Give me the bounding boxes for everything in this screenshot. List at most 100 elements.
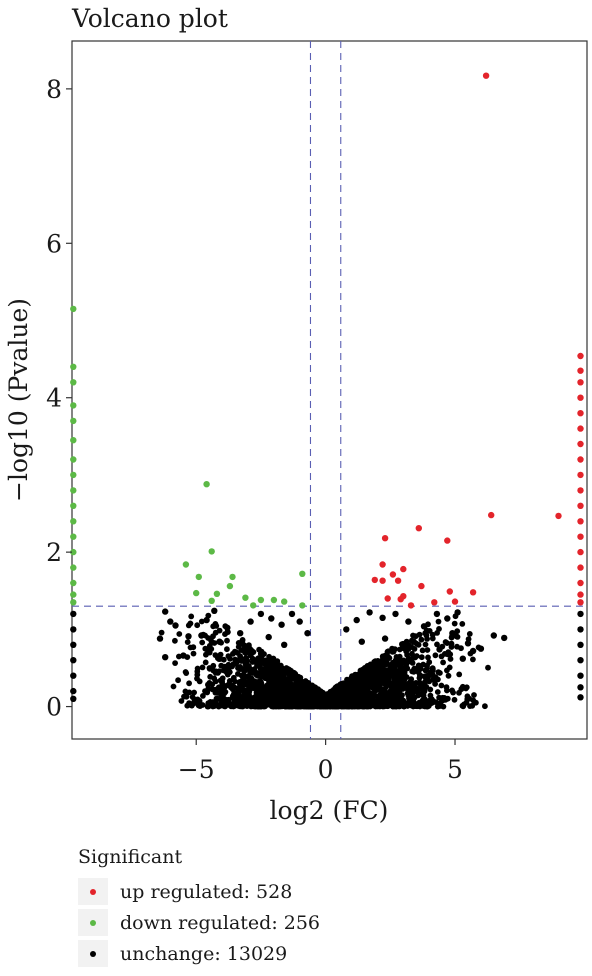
point-unchange-cloud: [377, 685, 383, 692]
point-unchange: [379, 614, 386, 621]
point-unchange-cloud: [371, 659, 378, 666]
point-unchange-cloud: [403, 674, 410, 680]
point-unchange: [180, 652, 187, 659]
point-unchange: [244, 643, 252, 650]
point-unchange-cloud: [235, 644, 242, 650]
point-unchange: [577, 610, 584, 618]
point-unchange-cloud: [405, 646, 412, 652]
y-tick-label: 0: [46, 693, 62, 722]
point-unchange-cloud: [294, 681, 301, 687]
point-unchange-cloud: [269, 656, 275, 663]
point-up: [577, 518, 584, 525]
point-unchange: [224, 624, 231, 631]
x-tick-label: 5: [447, 755, 463, 784]
point-up: [555, 512, 562, 520]
point-unchange: [436, 646, 443, 653]
point-unchange-cloud: [421, 688, 428, 695]
point-up: [400, 565, 407, 573]
point-up: [577, 579, 584, 587]
point-unchange-cloud: [469, 702, 476, 709]
point-unchange: [449, 630, 456, 637]
y-axis-label: −log10 (Pvalue): [4, 298, 33, 502]
point-up: [577, 487, 584, 494]
point-unchange-cloud: [348, 675, 355, 681]
point-unchange-cloud: [212, 629, 219, 636]
point-unchange-cloud: [280, 700, 286, 707]
point-unchange-cloud: [175, 677, 182, 684]
point-unchange-cloud: [319, 697, 325, 704]
point-unchange-cloud: [186, 689, 193, 696]
point-down: [70, 417, 77, 425]
point-down: [70, 533, 77, 540]
point-unchange-cloud: [384, 696, 390, 703]
point-unchange-cloud: [236, 691, 242, 698]
point-unchange-cloud: [430, 675, 437, 682]
point-unchange-cloud: [337, 697, 343, 704]
point-unchange-cloud: [396, 646, 403, 653]
point-unchange-cloud: [285, 680, 292, 686]
point-unchange-cloud: [267, 696, 274, 703]
point-unchange-cloud: [215, 684, 222, 691]
point-up: [577, 548, 584, 556]
point-unchange: [353, 616, 360, 624]
point-unchange: [70, 695, 77, 702]
point-up: [577, 591, 584, 598]
point-unchange-cloud: [359, 703, 366, 709]
point-unchange-cloud: [347, 694, 353, 701]
point-up: [577, 599, 584, 606]
point-unchange: [577, 694, 584, 701]
point-down: [70, 579, 77, 587]
point-unchange-cloud: [392, 646, 398, 652]
point-unchange-cloud: [276, 703, 282, 710]
point-down: [70, 599, 77, 606]
point-unchange-cloud: [214, 690, 221, 696]
point-unchange-cloud: [408, 676, 415, 683]
point-unchange-cloud: [412, 701, 419, 707]
point-unchange: [358, 638, 365, 645]
point-unchange-cloud: [282, 675, 288, 682]
point-unchange-cloud: [402, 659, 408, 665]
point-down: [203, 481, 210, 488]
point-unchange: [464, 640, 472, 647]
point-unchange-cloud: [207, 673, 214, 680]
point-unchange-cloud: [187, 644, 194, 651]
legend-item-up: up regulated: 528: [78, 876, 320, 907]
point-unchange-cloud: [211, 703, 218, 709]
point-unchange-cloud: [224, 637, 230, 644]
point-unchange-cloud: [240, 674, 247, 681]
point-unchange-cloud: [190, 650, 197, 657]
point-unchange-cloud: [438, 653, 445, 660]
point-unchange-cloud: [432, 652, 439, 659]
x-axis: −5 0 5: [178, 739, 463, 784]
point-unchange: [433, 610, 441, 618]
point-unchange-cloud: [354, 703, 361, 710]
point-unchange-cloud: [424, 665, 430, 672]
point-unchange-cloud: [213, 623, 220, 629]
point-unchange-cloud: [419, 647, 426, 654]
point-unchange-cloud: [438, 682, 445, 689]
point-unchange: [167, 618, 174, 625]
point-down: [257, 596, 265, 604]
point-unchange-cloud: [393, 703, 400, 710]
point-unchange-cloud: [198, 618, 205, 625]
point-down: [226, 582, 234, 590]
point-unchange-cloud: [406, 688, 413, 695]
legend-dot-up: [90, 888, 96, 895]
point-unchange: [162, 654, 169, 661]
point-up: [577, 471, 584, 479]
point-unchange-cloud: [246, 701, 252, 708]
point-up: [577, 502, 584, 509]
point-unchange-cloud: [459, 621, 466, 627]
point-down: [182, 561, 190, 568]
y-tick-label: 2: [46, 538, 62, 567]
point-unchange-cloud: [328, 689, 335, 695]
point-unchange-cloud: [191, 689, 198, 696]
point-unchange-cloud: [339, 685, 346, 692]
point-unchange-cloud: [235, 700, 242, 706]
chart-title: Volcano plot: [71, 4, 228, 33]
point-unchange-cloud: [392, 666, 398, 673]
point-unchange-cloud: [434, 703, 441, 710]
point-unchange-cloud: [239, 637, 246, 643]
point-unchange-cloud: [436, 694, 442, 701]
point-unchange-cloud: [257, 700, 264, 707]
